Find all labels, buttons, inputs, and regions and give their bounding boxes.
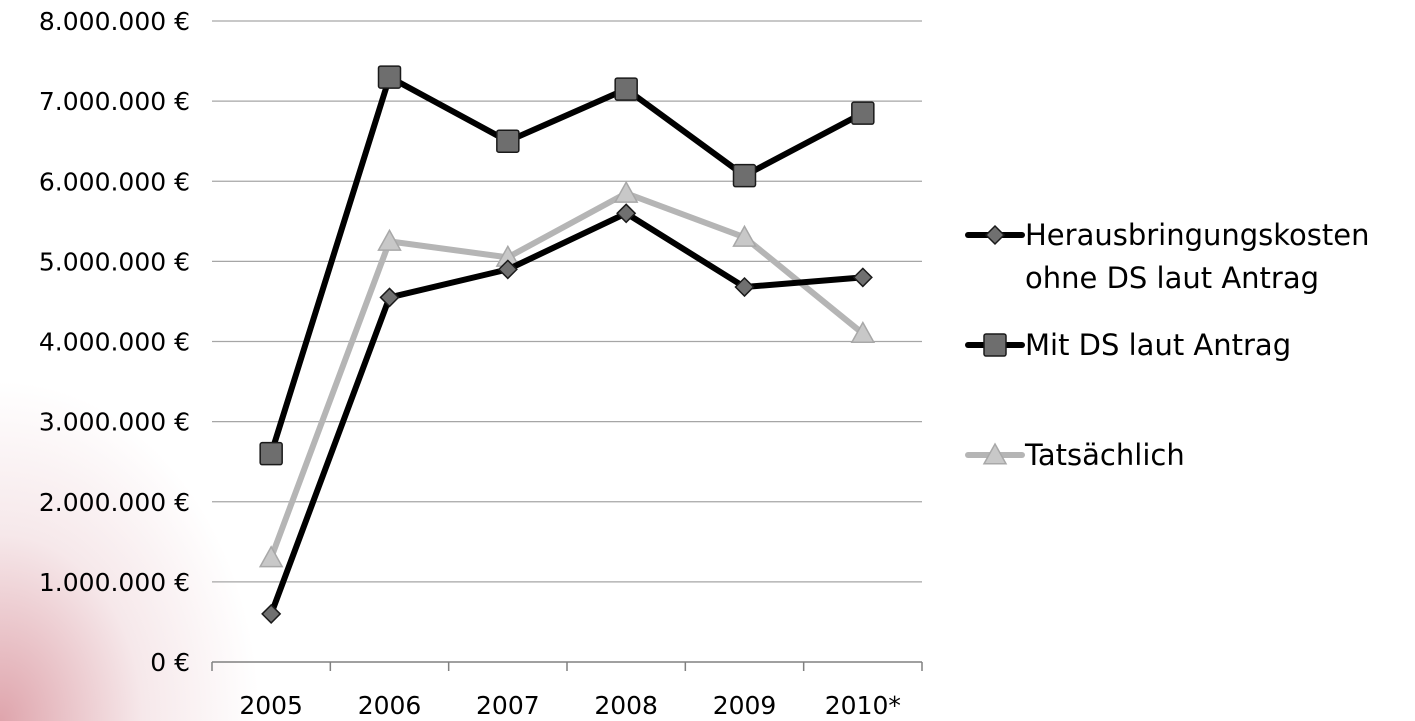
data-point-square bbox=[259, 441, 283, 466]
legend-entry: Mit DS laut Antrag bbox=[965, 328, 1291, 362]
legend-label: Herausbringungskosten bbox=[1025, 218, 1370, 252]
data-point-diamond bbox=[616, 203, 637, 224]
legend-marker-square bbox=[983, 333, 1007, 357]
x-tick-label: 2009 bbox=[713, 691, 777, 720]
x-tick-label: 2008 bbox=[594, 691, 658, 720]
legend-label: ohne DS laut Antrag bbox=[1025, 261, 1319, 295]
series-square bbox=[259, 65, 875, 466]
data-point-diamond bbox=[734, 276, 755, 298]
legend-label: Tatsächlich bbox=[1024, 438, 1185, 472]
data-point-triangle bbox=[258, 545, 284, 568]
series-line bbox=[268, 190, 866, 561]
data-point-diamond bbox=[852, 267, 873, 288]
legend-label: Mit DS laut Antrag bbox=[1025, 328, 1291, 362]
y-tick-label: 8.000.000 € bbox=[39, 7, 190, 36]
y-tick-label: 0 € bbox=[150, 648, 190, 677]
legend-marker-triangle bbox=[982, 442, 1008, 465]
data-point-triangle bbox=[377, 228, 402, 251]
x-tick-label: 2006 bbox=[358, 691, 422, 720]
x-tick-label: 2007 bbox=[476, 691, 540, 720]
data-point-diamond bbox=[261, 603, 282, 624]
data-point-square bbox=[851, 101, 875, 125]
series-line bbox=[268, 210, 866, 617]
y-tick-label: 7.000.000 € bbox=[39, 87, 190, 116]
data-point-triangle bbox=[850, 320, 876, 344]
series-triangle bbox=[258, 180, 876, 568]
data-point-square bbox=[614, 77, 638, 101]
legend: Herausbringungskosten ohne DS laut Antrag… bbox=[965, 218, 1370, 472]
data-point-triangle bbox=[732, 224, 757, 247]
x-tick-label: 2005 bbox=[239, 691, 303, 720]
series-diamond bbox=[261, 203, 873, 624]
data-point-square bbox=[732, 163, 757, 188]
gridlines bbox=[212, 20, 922, 583]
data-point-square bbox=[496, 129, 520, 153]
data-point-square bbox=[377, 65, 402, 89]
series-line bbox=[268, 74, 866, 457]
legend-entry: Tatsächlich bbox=[965, 438, 1185, 472]
y-tick-label: 1.000.000 € bbox=[39, 568, 190, 597]
data-point-diamond bbox=[379, 287, 400, 308]
data-point-diamond bbox=[497, 259, 518, 280]
series bbox=[258, 65, 876, 624]
y-tick-label: 3.000.000 € bbox=[39, 408, 190, 437]
y-tick-label: 5.000.000 € bbox=[39, 247, 190, 276]
legend-marker-diamond bbox=[984, 224, 1006, 246]
data-point-triangle bbox=[613, 180, 639, 203]
axes: 0 € 1.000.000 € 2.000.000 € 3.000.000 € 4.00… bbox=[39, 7, 923, 720]
y-tick-label: 4.000.000 € bbox=[39, 328, 190, 357]
x-tick-label: 2010* bbox=[825, 691, 901, 720]
y-tick-label: 2.000.000 € bbox=[39, 488, 190, 517]
y-tick-label: 6.000.000 € bbox=[39, 167, 190, 196]
legend-entry: Herausbringungskosten ohne DS laut Antrag bbox=[965, 218, 1370, 295]
